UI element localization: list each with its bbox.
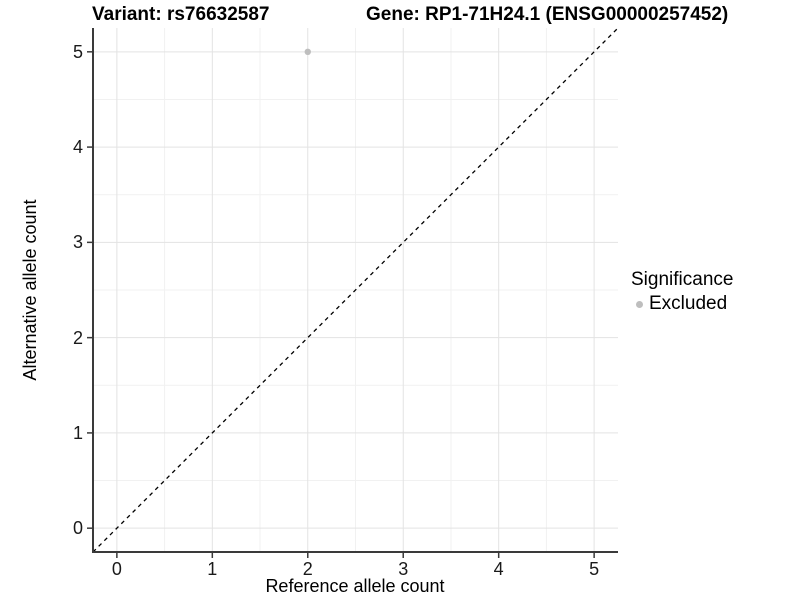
x-tick-label: 4: [493, 559, 504, 579]
legend-title: Significance: [631, 269, 734, 290]
y-tick-label: 1: [72, 422, 83, 443]
excluded-point-swatch: [636, 301, 643, 308]
x-tick-label: 5: [589, 559, 600, 579]
y-tick-label: 4: [72, 137, 83, 158]
y-tick-label: 0: [72, 518, 83, 539]
x-tick-label: 3: [398, 559, 409, 579]
legend: Significance Excluded: [631, 269, 733, 315]
legend-item-label: Excluded: [649, 293, 728, 314]
x-axis-title: Reference allele count: [265, 576, 445, 596]
y-tick-label: 2: [72, 327, 83, 348]
legend-item-excluded: Excluded: [631, 293, 733, 315]
y-axis-title: Alternative allele count: [20, 199, 40, 381]
y-tick-label: 3: [72, 232, 83, 253]
plot-title-gene: Gene: RP1-71H24.1 (ENSG00000257452): [366, 4, 729, 25]
x-tick-label: 0: [111, 559, 122, 579]
y-tick-label: 5: [72, 41, 83, 62]
x-tick-label: 1: [207, 559, 218, 579]
data-point: [304, 48, 311, 56]
plot-title-variant: Variant: rs76632587: [92, 4, 270, 25]
identity-line: [92, 27, 619, 553]
x-tick-label: 2: [302, 559, 313, 579]
